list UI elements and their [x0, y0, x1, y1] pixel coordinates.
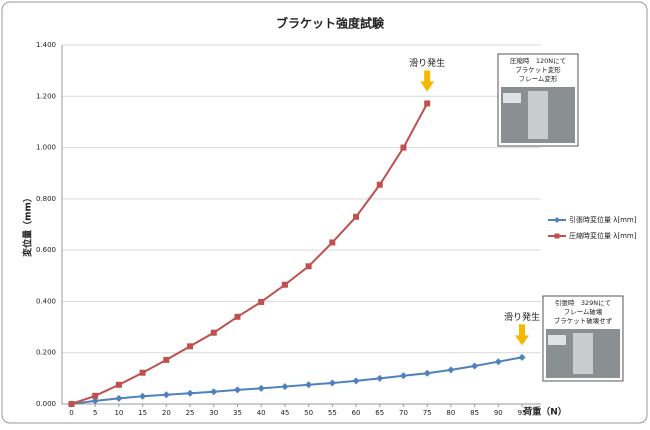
point	[494, 358, 502, 366]
arrow	[515, 324, 530, 346]
point	[257, 384, 265, 392]
point	[305, 381, 313, 389]
series-line	[71, 102, 429, 405]
annotation: 滑り発生	[409, 57, 445, 69]
y-tick-label: 0.000	[36, 400, 56, 408]
x-tick-label: 90	[494, 409, 503, 417]
legend-marker	[554, 233, 560, 239]
point	[329, 239, 336, 246]
point	[471, 362, 479, 370]
point	[162, 391, 170, 399]
photo-caption: 引張時 329Nにて	[555, 298, 611, 307]
arrow	[420, 70, 435, 92]
point	[258, 298, 265, 305]
x-tick-label: 30	[209, 409, 218, 417]
point	[376, 181, 383, 188]
x-tick-label: 0	[69, 409, 73, 417]
x-tick-label: 95	[518, 409, 527, 417]
x-tick-label: 60	[352, 409, 361, 417]
photo-detail	[528, 91, 548, 139]
point	[233, 386, 241, 394]
y-tick-label: 1.000	[36, 144, 56, 152]
point	[518, 353, 526, 361]
y-tick-label: 0.200	[36, 349, 56, 357]
x-tick-label: 25	[186, 409, 195, 417]
point	[115, 394, 123, 402]
point	[163, 356, 170, 363]
x-tick-label: 10	[114, 409, 123, 417]
photo-detail	[548, 335, 566, 345]
point	[353, 213, 360, 220]
y-tick-label: 0.600	[36, 246, 56, 254]
point	[281, 281, 288, 288]
legend-marker	[554, 217, 560, 223]
point	[91, 397, 99, 405]
photo-caption: 圧縮時 120Nにて	[510, 56, 566, 65]
x-tick-label: 75	[423, 409, 432, 417]
y-axis-label: 変位量（mm）	[22, 193, 34, 257]
x-tick-label: 20	[162, 409, 171, 417]
y-tick-label: 0.400	[36, 297, 56, 305]
point	[328, 379, 336, 387]
point	[376, 374, 384, 382]
x-tick-label: 35	[233, 409, 242, 417]
y-tick-label: 0.800	[36, 195, 56, 203]
point	[92, 392, 99, 399]
x-tick-label: 40	[257, 409, 266, 417]
point	[399, 372, 407, 380]
point	[352, 377, 360, 385]
x-tick-label: 80	[446, 409, 455, 417]
annotation: 滑り発生	[504, 311, 540, 323]
x-axis-label: 荷重（N）	[522, 406, 567, 418]
x-tick-label: 5	[93, 409, 97, 417]
photo-caption: フレーム破壊	[564, 307, 603, 316]
point	[139, 369, 146, 376]
x-tick-label: 55	[328, 409, 337, 417]
photo-detail	[503, 93, 521, 103]
photo-caption: ブラケット変形	[515, 65, 561, 74]
legend-label: 引張時変位量 λ[mm]	[569, 215, 637, 224]
point	[281, 383, 289, 391]
photo-caption: ブラケット破壊せず	[554, 316, 613, 325]
point	[424, 100, 431, 107]
chart-title: ブラケット強度試験	[276, 16, 385, 31]
x-tick-label: 85	[470, 409, 479, 417]
photo-detail	[573, 333, 593, 374]
x-tick-label: 50	[304, 409, 313, 417]
x-tick-label: 70	[399, 409, 408, 417]
point	[305, 263, 312, 270]
legend-label: 圧縮時変位量 λ[mm]	[569, 231, 637, 240]
x-tick-label: 45	[280, 409, 289, 417]
point	[234, 313, 241, 320]
y-tick-label: 1.200	[36, 92, 56, 100]
point	[186, 389, 194, 397]
x-tick-label: 15	[138, 409, 147, 417]
point	[210, 388, 218, 396]
point	[210, 329, 217, 336]
point	[68, 401, 75, 407]
point	[115, 381, 122, 388]
chart-frame	[1, 1, 648, 424]
photo-caption: フレーム変形	[519, 74, 558, 83]
point	[139, 392, 147, 400]
point	[423, 369, 431, 377]
point	[187, 343, 194, 350]
y-tick-label: 1.400	[36, 41, 56, 49]
series-line	[71, 356, 523, 405]
point	[447, 366, 455, 374]
point	[400, 144, 407, 151]
x-tick-label: 65	[375, 409, 384, 417]
